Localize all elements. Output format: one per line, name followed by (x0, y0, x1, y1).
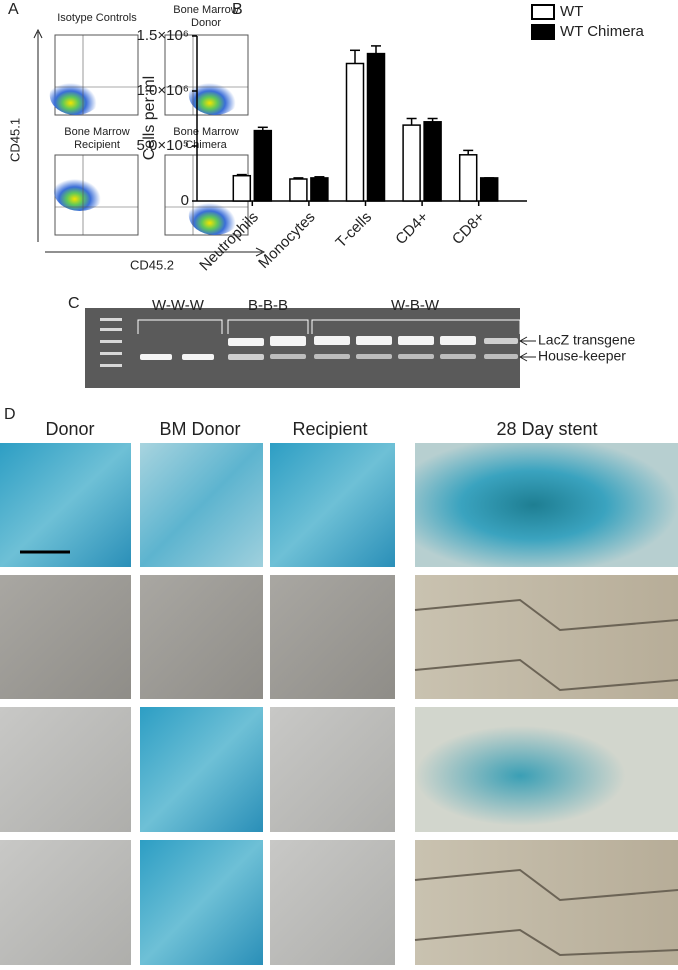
x-tick-label: CD4+ (392, 208, 432, 248)
stain-image (270, 707, 395, 832)
bar (345, 62, 365, 202)
arrow-head (518, 336, 528, 346)
bar (458, 154, 478, 202)
column-header: BM Donor (159, 419, 240, 439)
stain-image (415, 840, 678, 965)
stain-image (0, 707, 131, 832)
stain-image (140, 707, 263, 832)
flow-title: Bone Marrow Donor (173, 4, 238, 29)
bar (289, 178, 308, 202)
legend-swatch (531, 24, 555, 40)
column-header: Donor (45, 419, 94, 439)
column-header: 28 Day stent (496, 419, 597, 439)
gel (85, 308, 520, 388)
flow-density (188, 75, 241, 115)
flow-panel: Isotype Controls Bone Marrow Donor Bone M… (7, 4, 266, 272)
bar (479, 177, 499, 202)
arrow-head (518, 352, 528, 362)
gel-group: W-B-W (391, 297, 440, 314)
band-label: LacZ transgene (538, 332, 635, 348)
gel-panel: W-W-W B-B-B W-B-W LacZ transgene House-k… (85, 297, 635, 388)
legend-label: WT (560, 3, 583, 20)
y-axis-label: Cells per ml (141, 76, 158, 160)
group-brackets (137, 319, 521, 334)
stain-image (270, 840, 395, 965)
y-tick-label: 1.5×10⁶ (137, 27, 189, 44)
y-tick-label: 1.0×10⁶ (137, 82, 189, 99)
flow-title: Bone Marrow Chimera (173, 126, 238, 151)
bands (140, 336, 518, 360)
legend-swatch (531, 4, 555, 20)
panel-label: B (232, 1, 243, 18)
flow-density (188, 195, 241, 235)
panel-label: D (4, 406, 16, 423)
panel-label: A (8, 1, 19, 18)
column-header: Recipient (292, 419, 367, 439)
x-tick-label: T-cells (332, 209, 375, 252)
bar (310, 177, 329, 202)
stain-image (415, 443, 678, 567)
arrow-head (33, 28, 43, 39)
stain-image (0, 443, 131, 567)
stain-image (270, 575, 395, 699)
stain-image (415, 575, 678, 699)
stain-image (140, 840, 263, 965)
arrow-head (255, 247, 266, 257)
legend-label: WT Chimera (560, 23, 645, 40)
x-tick-label: CD8+ (449, 208, 489, 248)
stain-image (140, 575, 263, 699)
bar (253, 129, 273, 202)
stain-image (270, 443, 395, 567)
stain-image (140, 443, 263, 567)
gel-group: B-B-B (248, 297, 288, 314)
bar (402, 124, 421, 202)
flow-y-label: CD45.1 (7, 118, 22, 162)
ladder (100, 318, 122, 367)
panel-label: C (68, 295, 80, 312)
flow-plots (49, 34, 249, 236)
stain-panel: Donor BM Donor Recipient 28 Day stent (0, 419, 678, 965)
gel-group: W-W-W (152, 297, 205, 314)
stent-strut (414, 868, 678, 957)
bar (232, 174, 252, 202)
stent-strut (414, 598, 678, 692)
flow-density (49, 75, 102, 115)
bar (423, 121, 442, 202)
stain-image (0, 840, 131, 965)
y-tick-label: 5.0×10⁵ (136, 137, 189, 154)
bar (366, 52, 386, 202)
x-tick-label: Monocytes (255, 209, 318, 272)
flow-title: Isotype Controls (57, 12, 137, 24)
stain-image (0, 575, 131, 699)
band-label: House-keeper (538, 348, 626, 364)
flow-x-label: CD45.2 (130, 257, 174, 272)
stain-image (415, 707, 678, 832)
flow-title: Bone Marrow Recipient (64, 126, 129, 151)
y-tick-label: 0 (181, 192, 189, 209)
flow-density (53, 171, 106, 211)
